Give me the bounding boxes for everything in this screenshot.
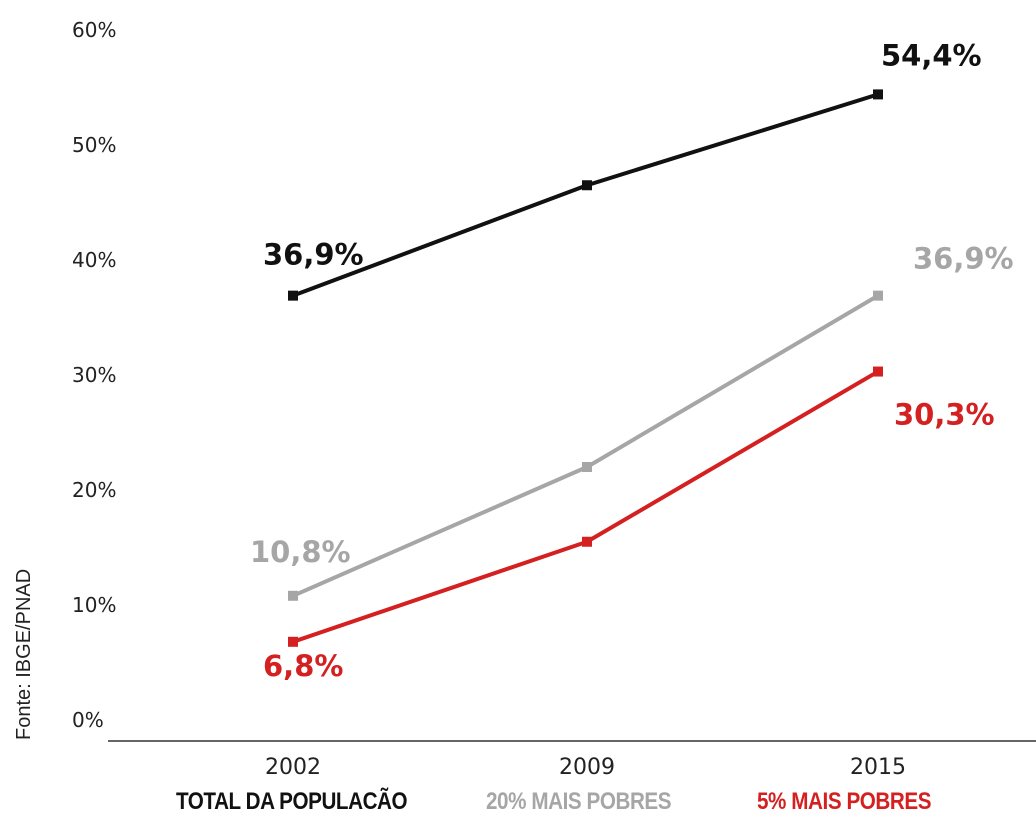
data-label: 54,4% <box>881 38 982 72</box>
legend-item-total: TOTAL DA POPULACÃO <box>176 788 408 815</box>
y-tick-label: 60% <box>72 18 116 42</box>
data-label: 10,8% <box>250 535 351 569</box>
data-label: 36,9% <box>263 238 364 272</box>
series-group <box>288 89 883 647</box>
legend: TOTAL DA POPULACÃO 20% MAIS POBRES 5% MA… <box>0 788 1036 821</box>
source-note: Fonte: IBGE/PNAD <box>13 569 35 740</box>
series-line <box>292 369 880 644</box>
y-tick-label: 40% <box>72 248 116 272</box>
x-tick-label: 2002 <box>265 755 321 780</box>
data-point <box>582 536 592 547</box>
series-line <box>292 293 880 598</box>
y-tick-label: 20% <box>72 478 116 502</box>
y-tick-label: 30% <box>72 363 116 387</box>
data-point <box>582 180 592 191</box>
series-line <box>292 92 879 298</box>
x-tick-label: 2009 <box>559 755 615 780</box>
x-axis-ticks: 2002 2009 2015 <box>265 755 906 780</box>
data-label: 36,9% <box>913 242 1014 276</box>
legend-item-5-mais-pobres: 5% MAIS POBRES <box>757 788 932 815</box>
x-tick-label: 2015 <box>850 755 906 780</box>
data-point <box>288 290 298 301</box>
data-point <box>873 290 883 301</box>
y-tick-label: 0% <box>72 708 104 732</box>
data-point <box>873 89 883 100</box>
y-tick-label: 50% <box>72 133 116 157</box>
y-tick-label: 10% <box>72 593 116 617</box>
data-label: 30,3% <box>894 398 995 432</box>
data-point <box>288 636 298 647</box>
data-point <box>288 590 298 601</box>
legend-item-20-mais-pobres: 20% MAIS POBRES <box>486 788 672 815</box>
data-point <box>582 462 592 472</box>
data-labels: 36,9% 54,4% 10,8% 36,9% 6,8% 30,3% <box>250 38 1014 682</box>
data-label: 6,8% <box>263 649 343 683</box>
y-axis-ticks: 0% 10% 20% 30% 40% 50% 60% <box>72 18 116 732</box>
data-point <box>873 366 883 377</box>
